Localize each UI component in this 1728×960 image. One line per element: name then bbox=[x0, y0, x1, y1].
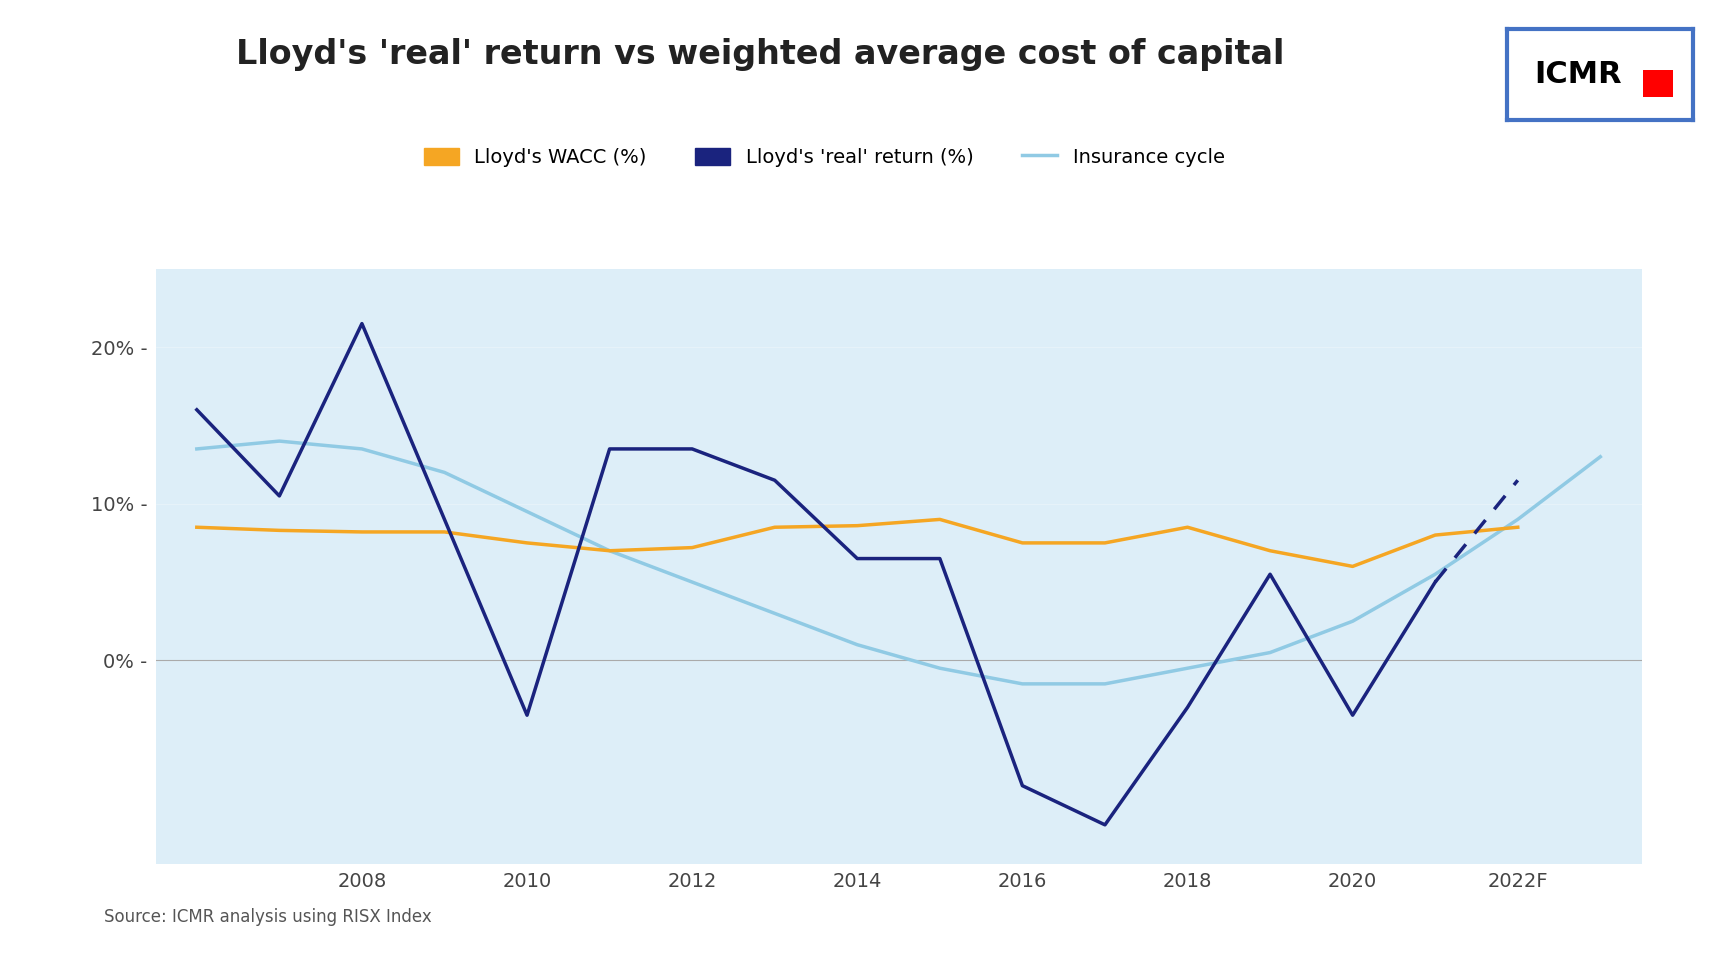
Text: Source: ICMR analysis using RISX Index: Source: ICMR analysis using RISX Index bbox=[104, 908, 432, 926]
Text: ICMR: ICMR bbox=[1534, 60, 1621, 89]
Text: Lloyd's 'real' return vs weighted average cost of capital: Lloyd's 'real' return vs weighted averag… bbox=[237, 38, 1284, 71]
Bar bbox=[1643, 70, 1673, 97]
Legend: Lloyd's WACC (%), Lloyd's 'real' return (%), Insurance cycle: Lloyd's WACC (%), Lloyd's 'real' return … bbox=[423, 148, 1225, 167]
